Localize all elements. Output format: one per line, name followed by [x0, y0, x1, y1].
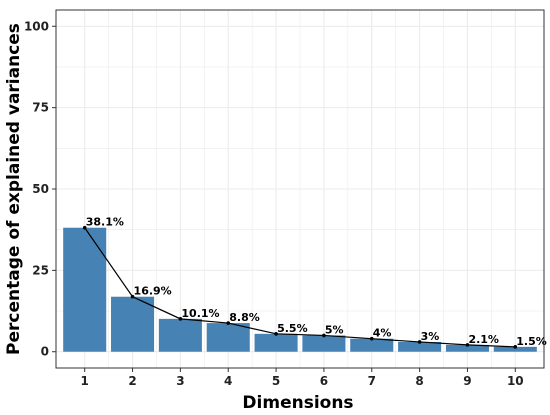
bar-3 — [158, 318, 202, 352]
y-axis-title: Percentage of explained variances — [4, 23, 24, 355]
line-point-10 — [513, 345, 518, 349]
y-tick-label: 50 — [32, 182, 49, 196]
x-tick-label: 5 — [272, 374, 280, 388]
x-tick-label: 2 — [128, 374, 136, 388]
x-tick-label: 3 — [176, 374, 184, 388]
bar-4 — [206, 323, 250, 352]
data-label-3: 10.1% — [181, 307, 219, 320]
variance-line-path — [84, 227, 516, 348]
x-tick-label: 8 — [415, 374, 423, 388]
x-axis: 1 2 3 4 5 6 7 8 9 10 — [81, 368, 524, 388]
bar-8 — [398, 341, 442, 352]
y-tick-label: 25 — [32, 263, 49, 277]
y-axis: 0 25 50 75 100 — [24, 19, 56, 359]
x-tick-label: 4 — [224, 374, 232, 388]
x-axis-title: Dimensions — [242, 393, 353, 413]
data-label-7: 4% — [373, 327, 392, 340]
line-point-1 — [82, 225, 87, 230]
data-label-4: 8.8% — [229, 311, 260, 324]
bar-1 — [63, 227, 107, 352]
data-label-1: 38.1% — [86, 216, 124, 229]
line-point-6 — [322, 333, 326, 338]
x-tick-label: 9 — [463, 374, 471, 388]
line-point-3 — [178, 317, 183, 321]
x-tick-label: 6 — [320, 374, 328, 388]
y-tick-label: 75 — [32, 101, 49, 115]
variance-line — [82, 225, 518, 349]
data-label-9: 2.1% — [468, 333, 499, 346]
bar-10 — [493, 346, 537, 352]
data-label-5: 5.5% — [277, 322, 308, 335]
bar-2 — [111, 296, 155, 352]
bar-5 — [254, 333, 298, 352]
line-point-4 — [226, 321, 231, 325]
bars — [63, 227, 537, 352]
line-point-9 — [465, 343, 470, 347]
data-label-2: 16.9% — [134, 285, 172, 298]
data-label-10: 1.5% — [516, 335, 547, 348]
line-point-8 — [417, 340, 422, 344]
line-point-5 — [274, 332, 278, 336]
line-point-2 — [130, 294, 135, 299]
x-tick-label: 1 — [81, 374, 89, 388]
bar-9 — [445, 344, 489, 352]
bar-6 — [302, 335, 346, 352]
x-tick-label: 7 — [368, 374, 376, 388]
data-label-6: 5% — [325, 323, 344, 336]
y-tick-label: 0 — [41, 345, 49, 359]
data-labels: 38.1% 16.9% 10.1% 8.8% 5.5% 5% 4% 3% 2.1% 1.5% — [86, 216, 547, 348]
x-tick-label: 10 — [507, 374, 524, 388]
bar-7 — [350, 338, 394, 352]
line-point-7 — [369, 336, 374, 341]
data-label-8: 3% — [421, 330, 440, 343]
y-tick-label: 100 — [24, 19, 49, 33]
